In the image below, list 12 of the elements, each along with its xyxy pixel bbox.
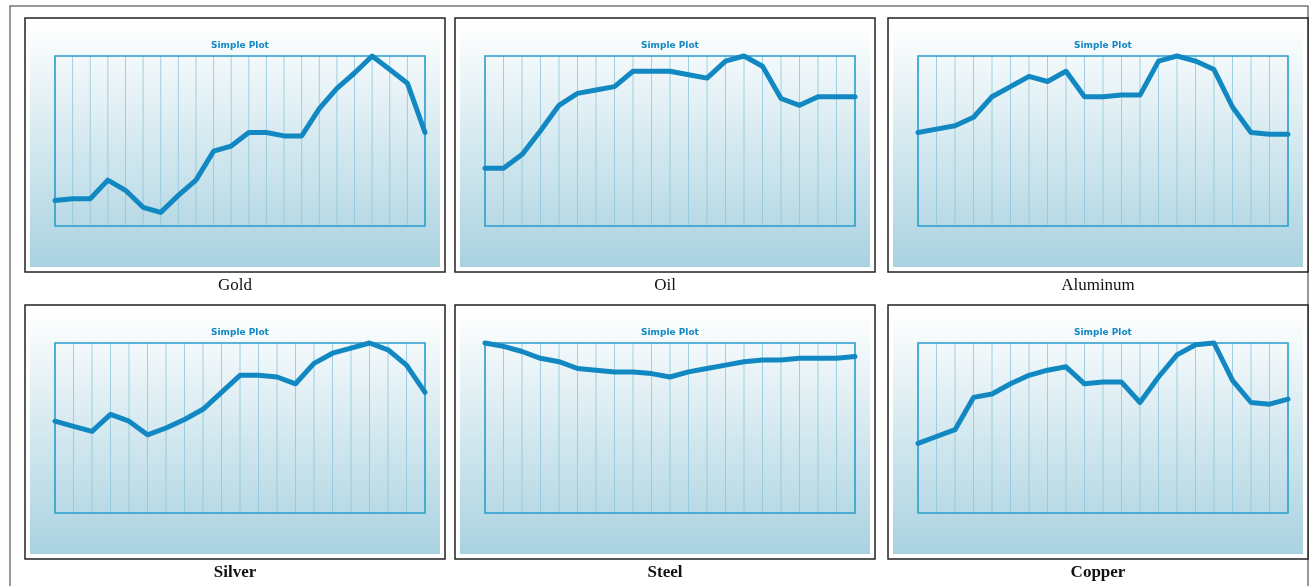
chart-subtitle: Simple Plot [641,40,700,50]
chart-subtitle: Simple Plot [211,327,270,337]
chart-subtitle: Simple Plot [211,40,270,50]
text: Copper [1070,562,1126,581]
text: Silver [213,562,257,581]
text: Aluminum [1061,275,1135,294]
chart-subtitle: Simple Plot [1074,327,1133,337]
text: Gold [218,275,253,294]
chart-subtitle: Simple Plot [641,327,700,337]
text: Oil [654,275,677,294]
text: Steel [647,562,683,581]
chart-subtitle: Simple Plot [1074,40,1133,50]
